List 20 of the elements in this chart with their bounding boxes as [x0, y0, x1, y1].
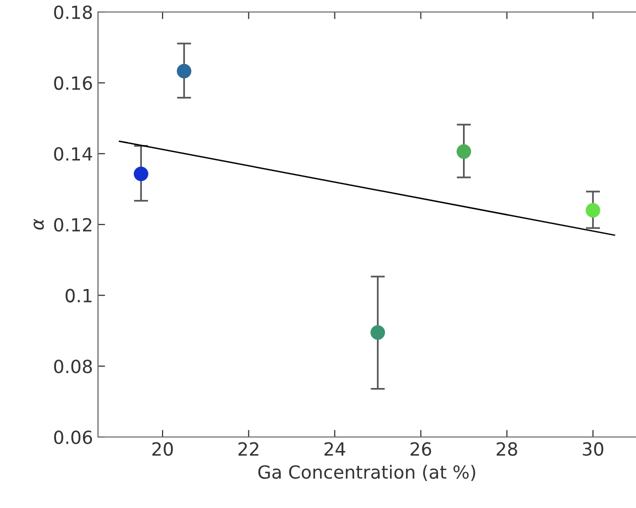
y-tick-label: 0.06	[54, 430, 92, 444]
y-axis-title: α	[34, 218, 44, 230]
y-tick-label: 0.16	[54, 76, 92, 90]
x-tick-label: 30	[582, 442, 604, 456]
x-tick-label: 28	[496, 442, 518, 456]
y-tick-label: 0.1	[66, 288, 92, 302]
x-tick-label: 22	[238, 442, 258, 456]
x-axis-title: Ga Concentration (at %)	[258, 464, 476, 481]
point	[134, 166, 148, 182]
y-tick-label: 0.08	[54, 360, 92, 374]
x-tick-label: 26	[410, 442, 432, 456]
x-tick-label: 20	[152, 442, 173, 456]
y-tick-label: 0.18	[54, 5, 92, 20]
y-tick-label: 0.12	[54, 218, 92, 232]
point	[176, 64, 192, 78]
y-tick-label: 0.14	[54, 147, 92, 161]
point	[586, 203, 600, 218]
x-tick-label: 24	[324, 442, 346, 456]
point	[456, 144, 472, 159]
point	[370, 325, 386, 340]
